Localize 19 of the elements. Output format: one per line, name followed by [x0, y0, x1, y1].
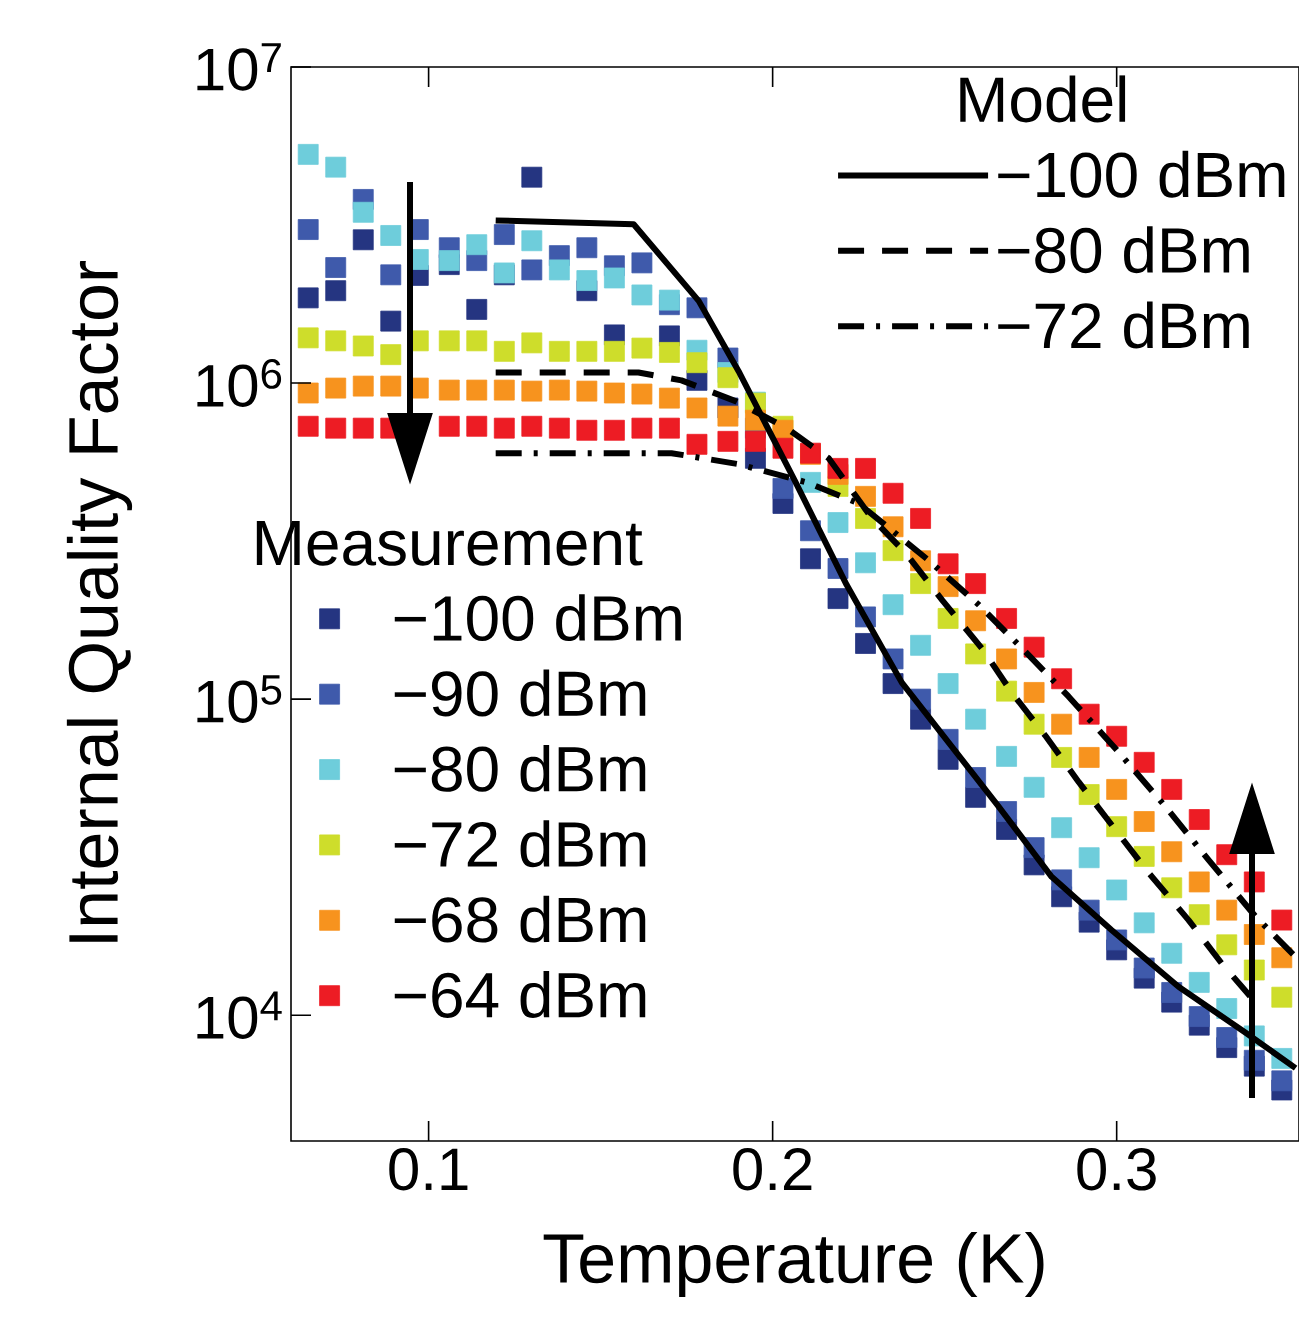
x-tick-label: 0.2 [733, 1148, 812, 1191]
legend-label: −100 dBm [998, 150, 1285, 198]
y-tick-label: 10$^{5}$ [197, 675, 282, 723]
y-tick-label: 10$^{7}$ [197, 43, 281, 91]
legend-label: −80 dBm [394, 744, 646, 792]
y-tick-label: 10$^{6}$ [197, 359, 282, 408]
x-tick-label: 0.1 [389, 1148, 468, 1191]
legend-label: −72 dBm [998, 301, 1249, 349]
legend-label: −64 dBm [394, 971, 646, 1018]
legend-label: −68 dBm [394, 895, 646, 943]
annotation: Model [960, 75, 1126, 123]
legend-label: −80 dBm [998, 226, 1249, 274]
y-axis-title: Internal Quality Factor [66, 260, 133, 942]
legend-label: −100 dBm [394, 594, 681, 642]
legend-label: −72 dBm [394, 820, 646, 868]
legend-label: −90 dBm [394, 669, 646, 717]
y-tick-label: 10$^{4}$ [197, 991, 282, 1039]
x-tick-label: 0.3 [1077, 1148, 1156, 1191]
x-axis-title: Temperature (K) [543, 1231, 1044, 1298]
